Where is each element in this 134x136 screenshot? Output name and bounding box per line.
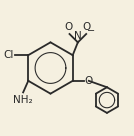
Text: O: O xyxy=(83,22,91,33)
Text: O: O xyxy=(84,76,92,86)
Text: −: − xyxy=(87,26,95,36)
Text: NH₂: NH₂ xyxy=(13,95,33,105)
Text: O: O xyxy=(65,22,73,33)
Text: N: N xyxy=(74,31,82,41)
Text: Cl: Cl xyxy=(3,50,14,60)
